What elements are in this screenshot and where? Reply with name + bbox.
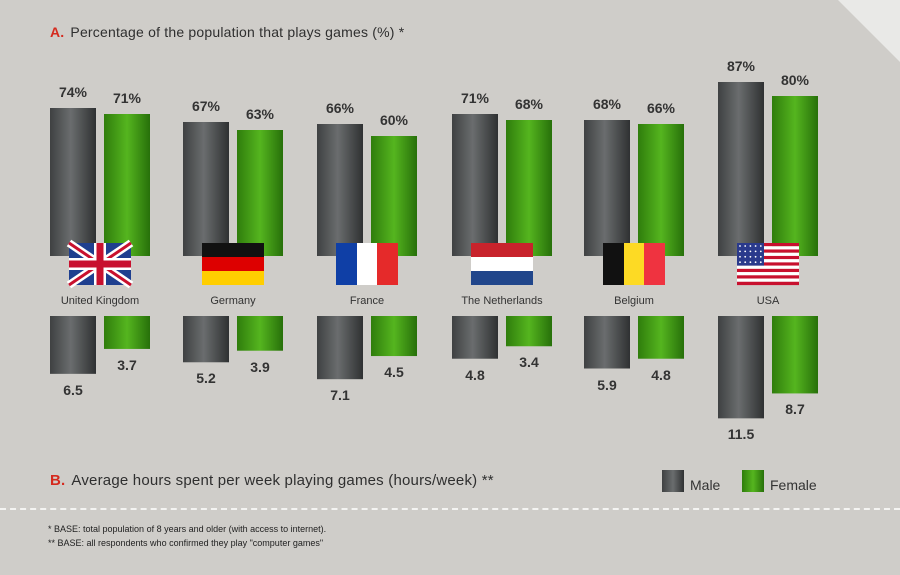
bar-b-female xyxy=(371,316,417,357)
legend-male-label: Male xyxy=(690,477,721,493)
bar-b-male xyxy=(50,316,96,374)
bar-a-male xyxy=(584,120,630,256)
label-a-female: 60% xyxy=(379,112,409,128)
bar-a-female xyxy=(104,114,150,256)
country-label: United Kingdom xyxy=(60,295,140,307)
bar-b-male xyxy=(452,316,498,359)
label-b-male: 4.8 xyxy=(465,366,485,383)
chart-a-bars xyxy=(50,82,818,256)
bar-b-female xyxy=(638,316,684,359)
bar-b-female xyxy=(506,316,552,347)
chart-a-letter: A. xyxy=(50,24,65,40)
chart-a-title: A. Percentage of the population that play… xyxy=(50,24,404,40)
label-b-male: 11.5 xyxy=(727,426,755,443)
label-b-male: 5.9 xyxy=(597,376,617,393)
label-b-female: 4.8 xyxy=(651,366,671,383)
label-a-female: 66% xyxy=(646,100,676,116)
bar-a-female xyxy=(772,96,818,256)
legend-female-swatch xyxy=(742,470,764,492)
legend-female-label: Female xyxy=(770,477,817,493)
country-label: USA xyxy=(756,295,780,307)
dashed-divider xyxy=(0,508,900,510)
label-a-male: 87% xyxy=(726,58,756,74)
country-label: Belgium xyxy=(614,295,654,307)
legend-male-swatch xyxy=(662,470,684,492)
bar-b-male xyxy=(584,316,630,369)
label-a-male: 67% xyxy=(191,98,221,114)
bar-b-female xyxy=(237,316,283,351)
label-a-male: 66% xyxy=(325,100,355,116)
label-b-male: 7.1 xyxy=(330,387,350,404)
label-a-female: 80% xyxy=(780,72,810,88)
bar-a-female xyxy=(237,130,283,256)
country-label: France xyxy=(349,295,385,307)
bar-b-male xyxy=(718,316,764,419)
label-a-male: 68% xyxy=(592,96,622,112)
label-b-female: 4.5 xyxy=(384,364,404,381)
chart-b-title-text: Average hours spent per week playing gam… xyxy=(71,472,494,489)
country-label: Germany xyxy=(210,295,256,307)
bar-a-female xyxy=(638,124,684,256)
footnote-1: * BASE: total population of 8 years and … xyxy=(48,524,327,534)
chart-b-title: B. Average hours spent per week playing g… xyxy=(50,472,494,489)
label-a-female: 63% xyxy=(245,106,275,122)
bar-a-male xyxy=(452,114,498,256)
bar-a-male xyxy=(183,122,229,256)
footnote-2: ** BASE: all respondents who confirmed t… xyxy=(48,538,324,548)
bar-b-male xyxy=(183,316,229,363)
chart-b-letter: B. xyxy=(50,472,66,489)
bar-b-female xyxy=(104,316,150,349)
bar-a-male xyxy=(718,82,764,256)
bar-a-female xyxy=(371,136,417,256)
label-b-female: 3.4 xyxy=(519,354,539,371)
bar-a-male xyxy=(317,124,363,256)
label-b-female: 8.7 xyxy=(785,401,805,418)
chart-b-bars xyxy=(50,316,818,419)
bar-a-female xyxy=(506,120,552,256)
label-a-female: 71% xyxy=(112,90,142,106)
label-a-female: 68% xyxy=(514,96,544,112)
label-b-female: 3.7 xyxy=(117,356,137,373)
bar-b-male xyxy=(317,316,363,380)
label-b-female: 3.9 xyxy=(250,358,270,375)
label-a-male: 74% xyxy=(58,84,88,100)
label-b-male: 5.2 xyxy=(196,370,216,387)
country-label: The Netherlands xyxy=(461,295,543,307)
bar-a-male xyxy=(50,108,96,256)
bar-b-female xyxy=(772,316,818,394)
label-a-male: 71% xyxy=(460,90,490,106)
chart-a-title-text: Percentage of the population that plays … xyxy=(70,24,405,40)
label-b-male: 6.5 xyxy=(63,381,83,398)
